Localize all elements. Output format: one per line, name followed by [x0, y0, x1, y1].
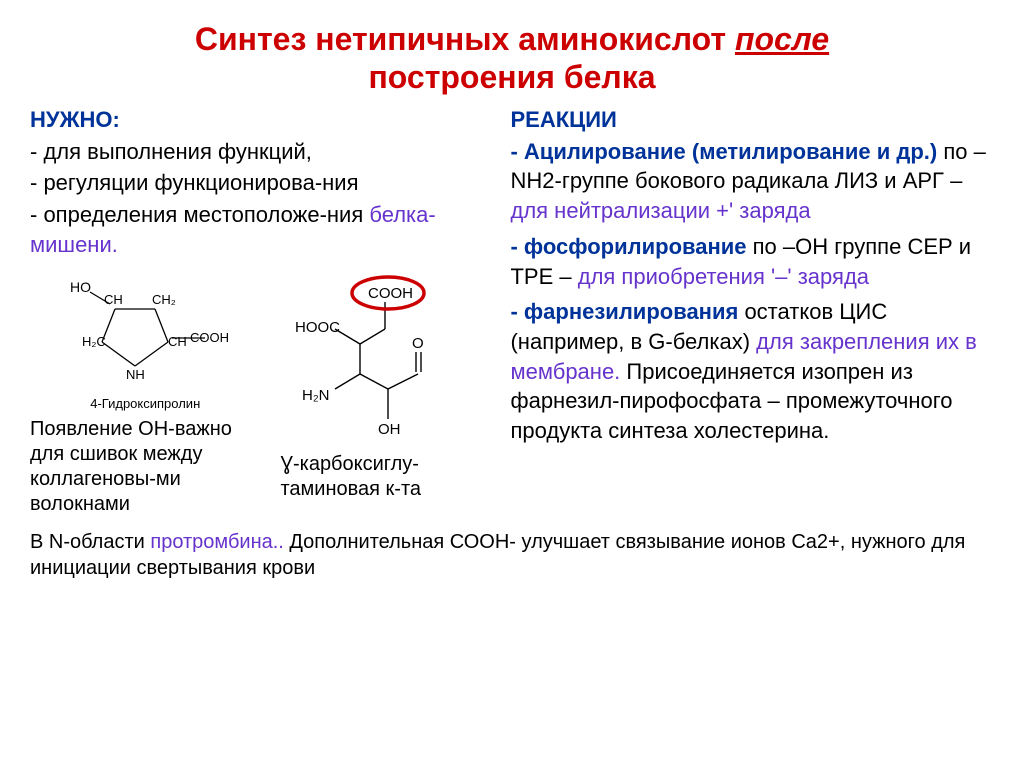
need-item-2: - регуляции функционирова-ния	[30, 168, 490, 198]
glutamate-svg: HOOC COOH H₂N O OH	[280, 274, 490, 444]
svg-text:HO: HO	[70, 279, 91, 295]
r2-head: - фосфорилирование	[510, 234, 746, 259]
structure-row: HO CH CH₂ H₂C CH COOH NH 4-Гидроксипроли…	[30, 274, 490, 517]
svg-text:CH: CH	[168, 334, 187, 349]
structure-hydroxyproline: HO CH CH₂ H₂C CH COOH NH 4-Гидроксипроли…	[30, 274, 260, 517]
reactions-heading: РЕАКЦИИ	[510, 107, 994, 133]
footer-note: В N-области протромбина.. Дополнительная…	[30, 529, 994, 581]
hydroxyproline-svg: HO CH CH₂ H₂C CH COOH NH	[60, 274, 230, 394]
need-item-1: - для выполнения функций,	[30, 137, 490, 167]
svg-text:H₂C: H₂C	[82, 334, 106, 349]
svg-text:NH: NH	[126, 367, 145, 382]
r1-head: - Ацилирование (метилирование и др.)	[510, 139, 937, 164]
title-part2: построения белка	[368, 59, 655, 95]
svg-text:H₂N: H₂N	[302, 387, 330, 404]
glutamate-label: Ɣ-карбоксиглу-таминовая к-та	[280, 452, 490, 502]
reaction-2: - фосфорилирование по –ОН группе СЕР и Т…	[510, 232, 994, 291]
need-heading: НУЖНО:	[30, 107, 490, 133]
svg-text:OH: OH	[378, 421, 401, 438]
svg-text:HOOC: HOOC	[295, 319, 340, 336]
svg-text:COOH: COOH	[190, 330, 229, 345]
title-underline: после	[735, 21, 829, 57]
title-part1: Синтез нетипичных аминокислот	[195, 21, 735, 57]
page-title: Синтез нетипичных аминокислот после пост…	[30, 20, 994, 97]
content-columns: НУЖНО: - для выполнения функций, - регул…	[30, 107, 994, 517]
svg-text:CH₂: CH₂	[152, 292, 176, 307]
hydroxyproline-caption: Появление ОН-важно для сшивок между колл…	[30, 417, 260, 517]
footer-a: В N-области	[30, 531, 150, 553]
structure-glutamate: HOOC COOH H₂N O OH Ɣ-карбоксиглу-таминов…	[280, 274, 490, 502]
r3-head: - фарнезилирования	[510, 299, 738, 324]
svg-text:O: O	[412, 335, 424, 352]
svg-text:COOH: COOH	[368, 285, 413, 302]
hydroxyproline-label: 4-Гидроксипролин	[90, 396, 200, 411]
r2-purpose: для приобретения '–' заряда	[578, 264, 869, 289]
right-column: РЕАКЦИИ - Ацилирование (метилирование и …	[510, 107, 994, 517]
need-item-3: - определения местоположе-ния белка-мише…	[30, 200, 490, 259]
reaction-3: - фарнезилирования остатков ЦИС (наприме…	[510, 297, 994, 445]
footer-b: протромбина..	[150, 531, 283, 553]
need3-pre: - определения местоположе-ния	[30, 202, 369, 227]
left-column: НУЖНО: - для выполнения функций, - регул…	[30, 107, 490, 517]
svg-text:CH: CH	[104, 292, 123, 307]
reaction-1: - Ацилирование (метилирование и др.) по …	[510, 137, 994, 226]
r1-purpose: для нейтрализации +' заряда	[510, 198, 810, 223]
